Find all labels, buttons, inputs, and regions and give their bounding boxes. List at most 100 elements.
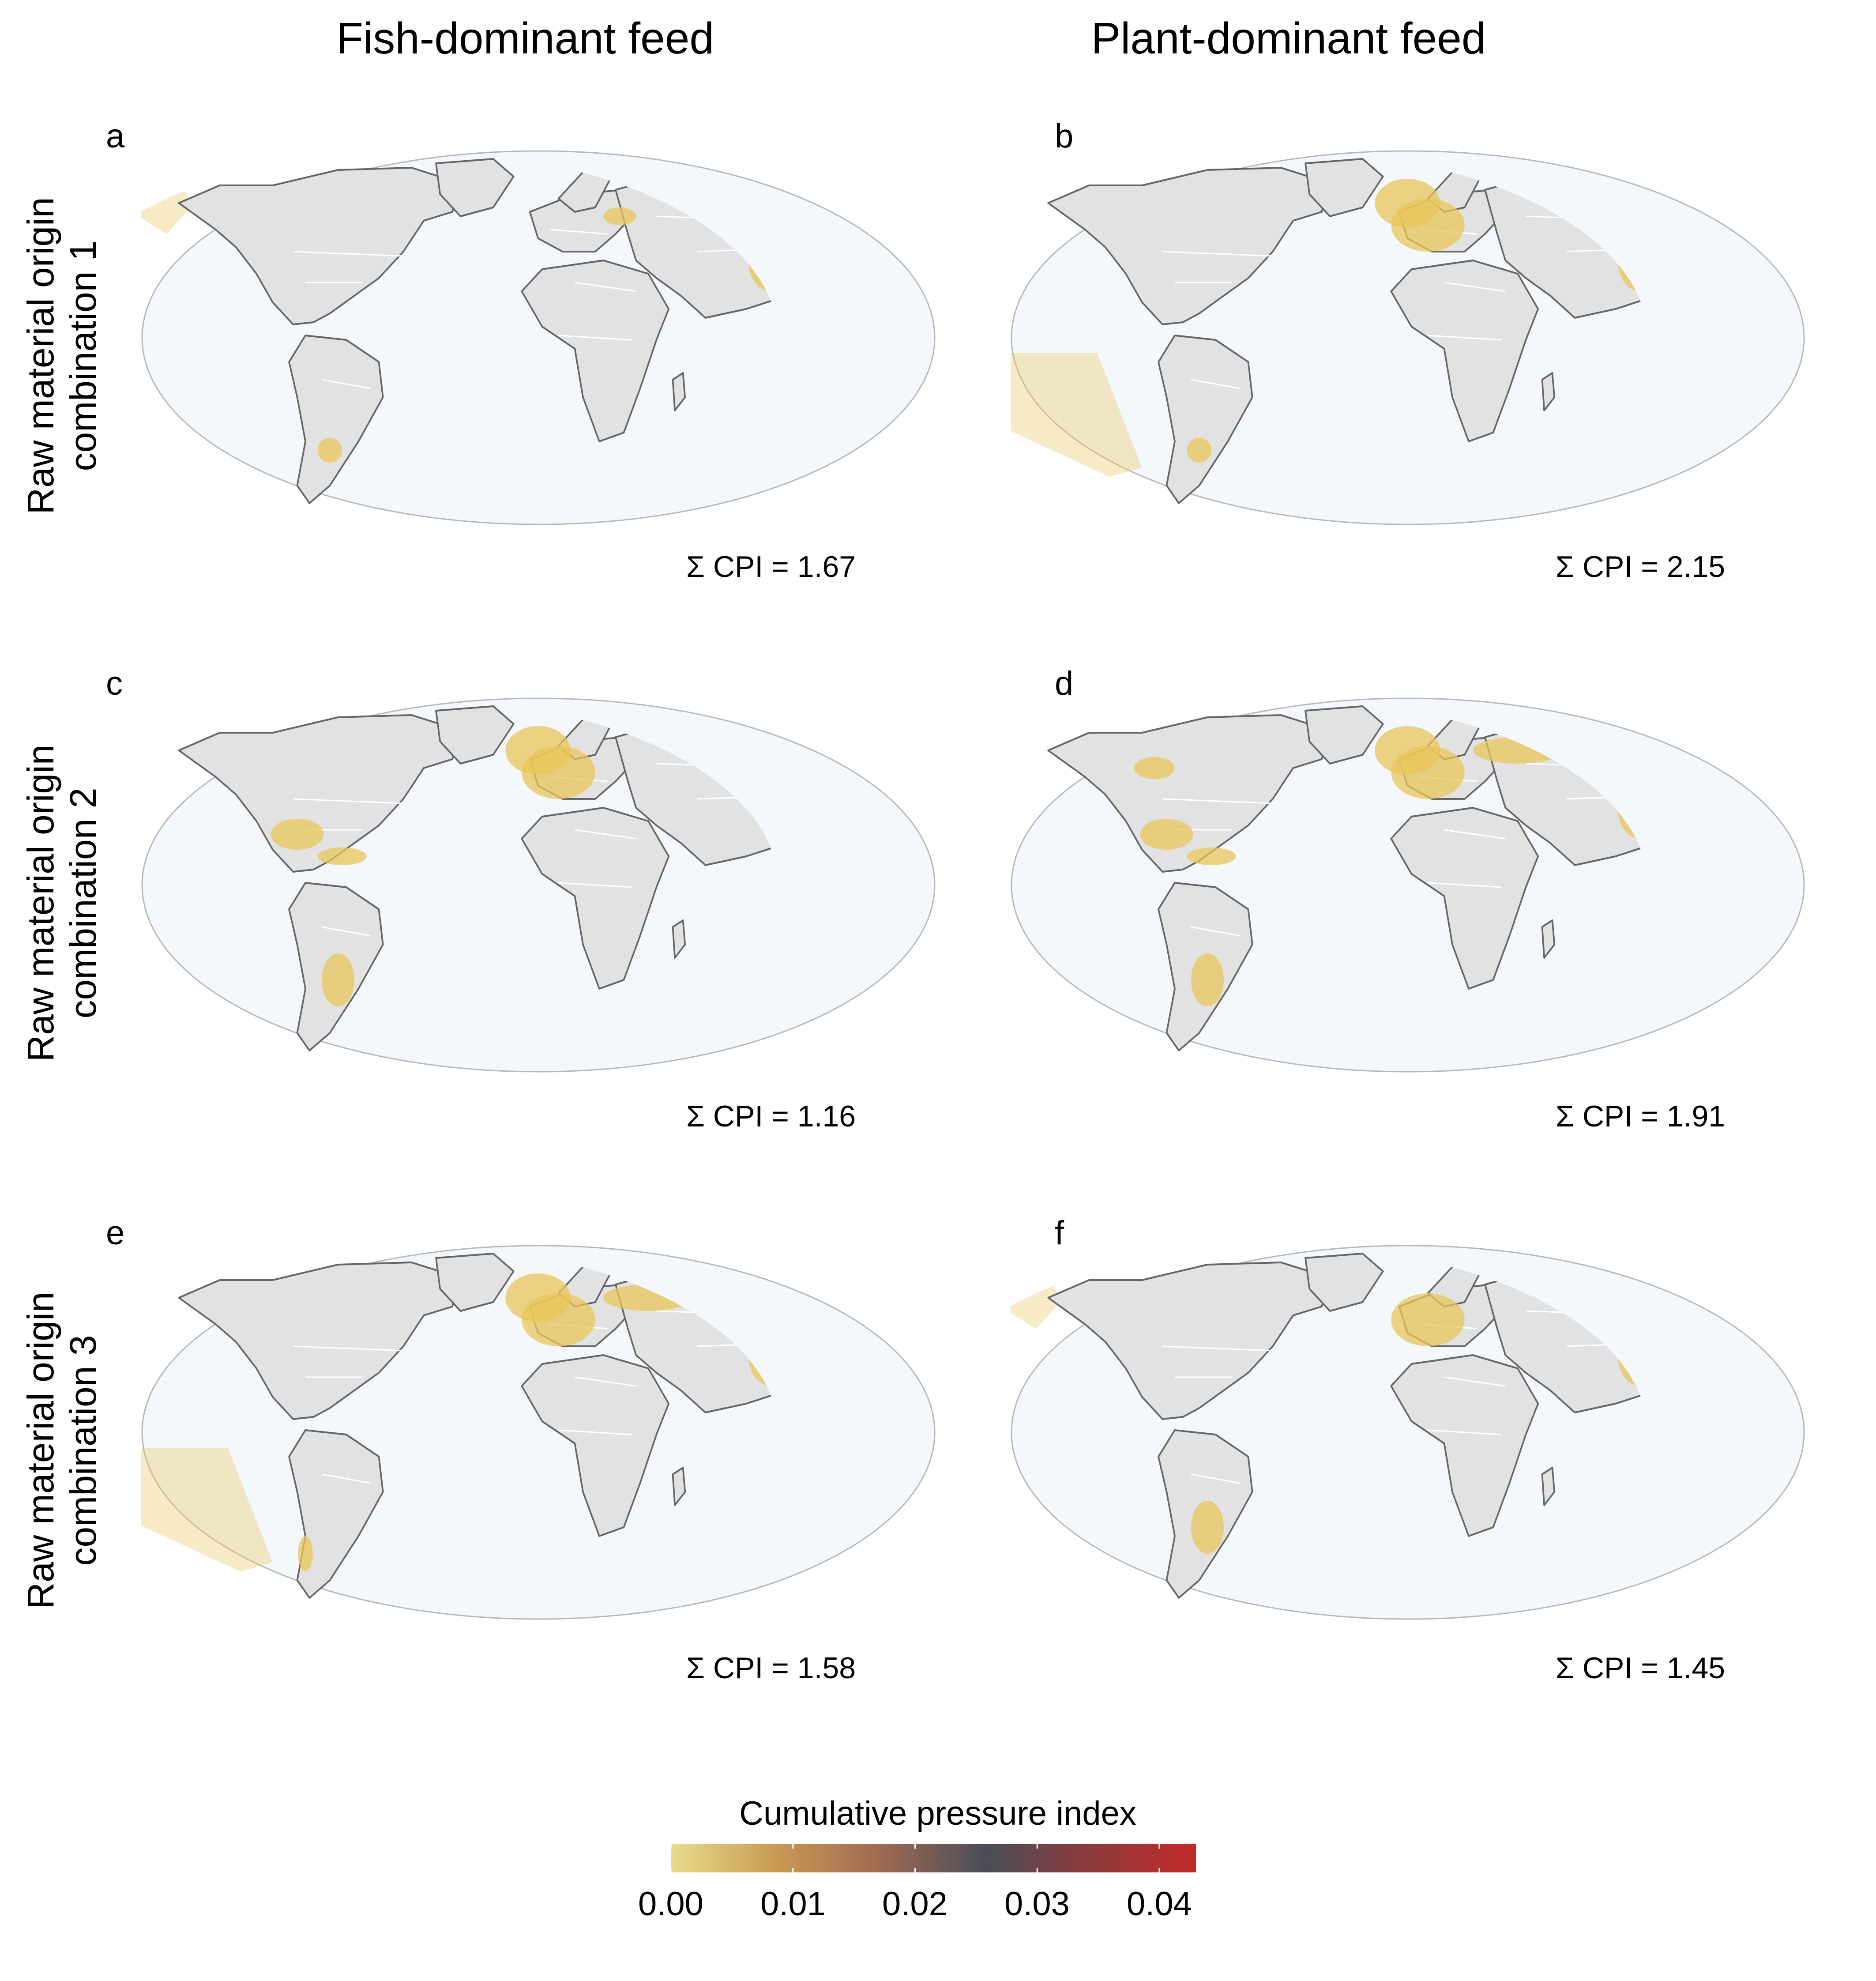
legend-colorbar [671,1844,1196,1872]
land-madagascar [1541,1467,1556,1506]
land-madagascar [1541,919,1556,959]
row-title-1: Raw material origin combination 1 [19,157,104,554]
cpi-total-a: Σ CPI = 1.67 [686,550,856,584]
legend-tick-1: 0.01 [760,1885,826,1923]
panel-letter-c: c [106,665,123,702]
hotspot-europe [1391,1293,1465,1346]
hotspot-chile [298,1536,313,1571]
country-border [1428,882,1502,888]
country-border [321,379,371,389]
map-panel-c [141,697,936,1139]
hotspot-europe [522,1293,595,1346]
cpi-total-f: Σ CPI = 1.45 [1556,1651,1726,1685]
column-title-fish: Fish-dominant feed [336,14,714,63]
hotspot-south-brazil [1191,1501,1224,1554]
land-greenland [435,158,515,217]
cpi-total-e: Σ CPI = 1.58 [686,1651,856,1685]
hotspot-europe [522,746,595,799]
land-africa [521,260,670,442]
country-border [1444,829,1506,840]
land-africa [521,1354,670,1537]
country-border [558,882,632,888]
land-madagascar [672,1467,686,1506]
hotspot-ocean-se-pacific [141,1448,273,1571]
country-border [550,229,608,235]
world-map-a [141,150,936,525]
column-title-plant: Plant-dominant feed [1091,14,1486,63]
legend-tick-0: 0.00 [638,1885,703,1923]
world-map-e [141,1245,936,1620]
country-border [1162,798,1273,804]
country-border [1191,1473,1241,1484]
country-border [575,829,636,840]
land-scandinavia [557,167,613,213]
country-border [1191,926,1241,937]
hotspot-ocean-us-west-coast [1011,1280,1061,1329]
land-south-america [1158,335,1253,504]
map-panel-f [1011,1245,1805,1686]
country-border [1191,379,1241,389]
hotspot-south-brazil [1191,953,1224,1006]
panel-letter-e: e [106,1214,125,1252]
country-border [321,1473,371,1484]
cpi-total-c: Σ CPI = 1.16 [686,1100,856,1133]
map-panel-d [1011,697,1805,1139]
land-south-america [288,335,384,504]
panel-letter-b: b [1055,117,1074,155]
country-border [558,335,632,341]
land-greenland [435,1253,515,1312]
country-border [575,282,636,292]
land-madagascar [672,372,686,411]
country-border [558,1429,632,1435]
legend-tick-2: 0.02 [882,1885,947,1923]
row-title-3: Raw material origin combination 3 [19,1252,104,1649]
hotspot-caribbean [1187,847,1236,865]
country-border [1162,1345,1273,1352]
hotspot-uruguay [1187,438,1212,463]
country-border [293,798,404,804]
land-africa [521,807,670,990]
legend-tick-3: 0.03 [1004,1885,1070,1923]
panel-letter-d: d [1055,665,1074,702]
row-title-3-text: Raw material origin combination 3 [20,1292,104,1609]
country-border [575,1376,636,1387]
hotspot-ocean-se-pacific [1011,353,1143,477]
land-greenland [435,705,515,765]
cpi-total-b: Σ CPI = 2.15 [1556,550,1726,584]
world-map-c [141,697,936,1073]
land-greenland [1305,705,1384,765]
country-border [1428,1429,1502,1435]
hotspot-us-midwest [1134,757,1175,779]
country-border [321,926,371,937]
country-border [1428,335,1502,341]
country-border [293,251,404,257]
world-map-d [1011,697,1805,1073]
land-africa [1390,807,1539,990]
hotspot-uruguay [317,438,342,463]
map-panel-b [1011,150,1805,591]
legend-title: Cumulative pressure index [739,1795,1136,1832]
map-panel-a [141,150,936,591]
land-africa [1390,260,1539,442]
hotspot-europe [1391,746,1465,799]
land-madagascar [672,919,686,959]
land-greenland [1305,1253,1384,1312]
country-border [1162,251,1273,257]
land-greenland [1305,158,1384,217]
hotspot-gulf-of-mexico [271,819,324,850]
legend-tick-4: 0.04 [1127,1885,1192,1923]
hotspot-ocean-us-west-coast [141,185,192,234]
world-map-b [1011,150,1805,525]
country-border [1444,1376,1506,1387]
land-africa [1390,1354,1539,1537]
map-panel-e [141,1245,936,1686]
panel-letter-a: a [106,117,125,155]
row-title-2: Raw material origin combination 2 [19,704,104,1102]
land-madagascar [1541,372,1556,411]
hotspot-south-brazil [322,953,354,1006]
hotspot-europe [1391,199,1465,252]
panel-letter-f: f [1055,1214,1064,1252]
hotspot-caribbean [317,847,367,865]
hotspot-gulf-of-mexico [1140,819,1193,850]
country-border [293,1345,404,1352]
